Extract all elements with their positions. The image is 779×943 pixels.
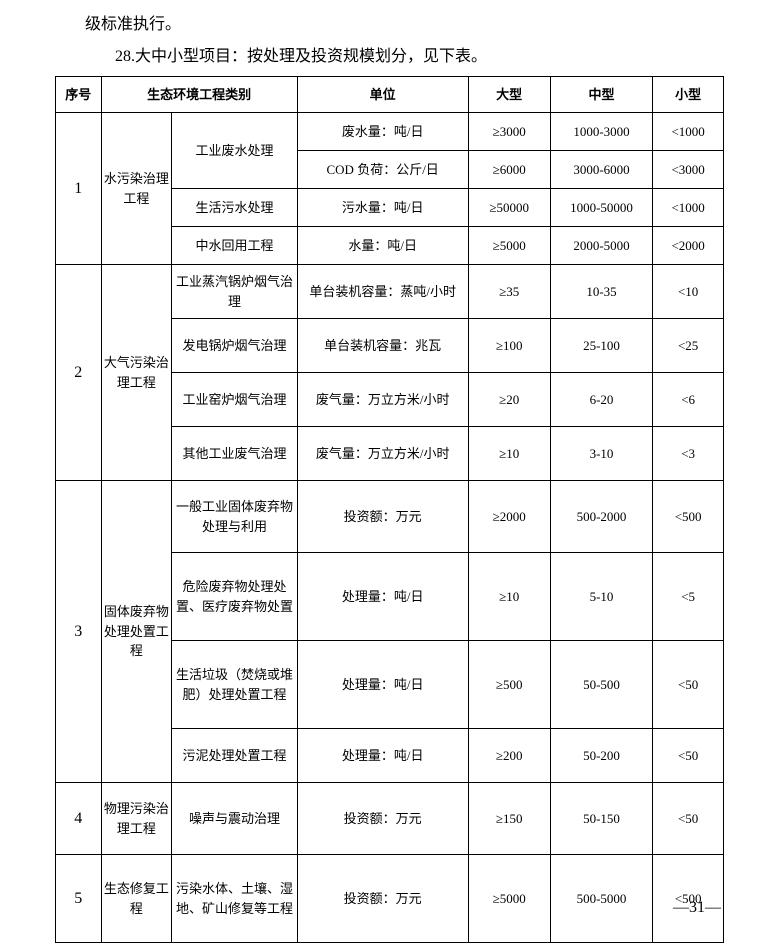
cell-medium: 50-200 (550, 729, 653, 783)
cell-small: <1000 (653, 113, 724, 151)
cell-sub: 发电锅炉烟气治理 (172, 319, 297, 373)
cell-large: ≥35 (468, 265, 550, 319)
table-row: 4 物理污染治理工程 噪声与震动治理 投资额：万元 ≥150 50-150 <5… (56, 783, 724, 855)
cell-small: <10 (653, 265, 724, 319)
cell-unit: 废气量：万立方米/小时 (297, 373, 468, 427)
cell-sub: 中水回用工程 (172, 227, 297, 265)
cell-medium: 5-10 (550, 553, 653, 641)
table-row: 1 水污染治理工程 工业废水处理 废水量：吨/日 ≥3000 1000-3000… (56, 113, 724, 151)
cell-small: <5 (653, 553, 724, 641)
cell-sub: 一般工业固体废弃物处理与利用 (172, 481, 297, 553)
cell-unit: 投资额：万元 (297, 481, 468, 553)
cell-small: <25 (653, 319, 724, 373)
cell-medium: 50-150 (550, 783, 653, 855)
header-row: 序号 生态环境工程类别 单位 大型 中型 小型 (56, 77, 724, 113)
cell-small: <3 (653, 427, 724, 481)
header-medium: 中型 (550, 77, 653, 113)
header-small: 小型 (653, 77, 724, 113)
cell-small: <50 (653, 641, 724, 729)
cell-large: ≥100 (468, 319, 550, 373)
cell-unit: 单台装机容量：蒸吨/小时 (297, 265, 468, 319)
cell-unit: 投资额：万元 (297, 855, 468, 943)
cell-unit: 处理量：吨/日 (297, 641, 468, 729)
cell-sub: 危险废弃物处理处置、医疗废弃物处置 (172, 553, 297, 641)
cell-small: <500 (653, 481, 724, 553)
cell-sub: 污泥处理处置工程 (172, 729, 297, 783)
cell-medium: 25-100 (550, 319, 653, 373)
cell-large: ≥20 (468, 373, 550, 427)
cell-medium: 3000-6000 (550, 151, 653, 189)
cell-category: 物理污染治理工程 (101, 783, 172, 855)
cell-medium: 500-2000 (550, 481, 653, 553)
header-large: 大型 (468, 77, 550, 113)
cell-medium: 50-500 (550, 641, 653, 729)
cell-unit: 水量：吨/日 (297, 227, 468, 265)
cell-sub: 污染水体、土壤、湿地、矿山修复等工程 (172, 855, 297, 943)
cell-seq: 5 (56, 855, 102, 943)
cell-medium: 3-10 (550, 427, 653, 481)
header-category: 生态环境工程类别 (101, 77, 297, 113)
cell-large: ≥2000 (468, 481, 550, 553)
cell-category: 固体废弃物处理处置工程 (101, 481, 172, 783)
cell-small: <6 (653, 373, 724, 427)
page-number: —31— (673, 899, 721, 917)
cell-small: <2000 (653, 227, 724, 265)
cell-large: ≥10 (468, 553, 550, 641)
cell-category: 生态修复工程 (101, 855, 172, 943)
cell-sub: 工业窑炉烟气治理 (172, 373, 297, 427)
cell-small: <3000 (653, 151, 724, 189)
cell-small: <50 (653, 729, 724, 783)
cell-large: ≥150 (468, 783, 550, 855)
cell-large: ≥6000 (468, 151, 550, 189)
cell-small: <50 (653, 783, 724, 855)
cell-medium: 10-35 (550, 265, 653, 319)
cell-large: ≥500 (468, 641, 550, 729)
table-row: 2 大气污染治理工程 工业蒸汽锅炉烟气治理 单台装机容量：蒸吨/小时 ≥35 1… (56, 265, 724, 319)
header-seq: 序号 (56, 77, 102, 113)
cell-large: ≥3000 (468, 113, 550, 151)
cell-large: ≥5000 (468, 227, 550, 265)
cell-sub: 其他工业废气治理 (172, 427, 297, 481)
cell-sub: 生活污水处理 (172, 189, 297, 227)
table-row: 5 生态修复工程 污染水体、土壤、湿地、矿山修复等工程 投资额：万元 ≥5000… (56, 855, 724, 943)
cell-unit: 处理量：吨/日 (297, 553, 468, 641)
cell-unit: 废水量：吨/日 (297, 113, 468, 151)
cell-category: 大气污染治理工程 (101, 265, 172, 481)
table-row: 3 固体废弃物处理处置工程 一般工业固体废弃物处理与利用 投资额：万元 ≥200… (56, 481, 724, 553)
cell-medium: 6-20 (550, 373, 653, 427)
cell-unit: 处理量：吨/日 (297, 729, 468, 783)
cell-sub: 工业蒸汽锅炉烟气治理 (172, 265, 297, 319)
cell-large: ≥5000 (468, 855, 550, 943)
cell-large: ≥10 (468, 427, 550, 481)
cell-unit: 单台装机容量：兆瓦 (297, 319, 468, 373)
cell-medium: 2000-5000 (550, 227, 653, 265)
cell-large: ≥200 (468, 729, 550, 783)
intro-line2: 28.大中小型项目：按处理及投资规模划分，见下表。 (115, 42, 724, 66)
cell-sub: 生活垃圾（焚烧或堆肥）处理处置工程 (172, 641, 297, 729)
classification-table: 序号 生态环境工程类别 单位 大型 中型 小型 1 水污染治理工程 工业废水处理… (55, 76, 724, 943)
cell-medium: 1000-50000 (550, 189, 653, 227)
cell-seq: 4 (56, 783, 102, 855)
cell-seq: 3 (56, 481, 102, 783)
cell-category: 水污染治理工程 (101, 113, 172, 265)
cell-sub: 工业废水处理 (172, 113, 297, 189)
header-unit: 单位 (297, 77, 468, 113)
intro-line1: 级标准执行。 (85, 10, 724, 34)
cell-seq: 1 (56, 113, 102, 265)
cell-large: ≥50000 (468, 189, 550, 227)
cell-unit: 污水量：吨/日 (297, 189, 468, 227)
cell-unit: COD 负荷：公斤/日 (297, 151, 468, 189)
cell-small: <1000 (653, 189, 724, 227)
cell-seq: 2 (56, 265, 102, 481)
cell-unit: 废气量：万立方米/小时 (297, 427, 468, 481)
cell-sub: 噪声与震动治理 (172, 783, 297, 855)
cell-unit: 投资额：万元 (297, 783, 468, 855)
cell-medium: 500-5000 (550, 855, 653, 943)
cell-medium: 1000-3000 (550, 113, 653, 151)
